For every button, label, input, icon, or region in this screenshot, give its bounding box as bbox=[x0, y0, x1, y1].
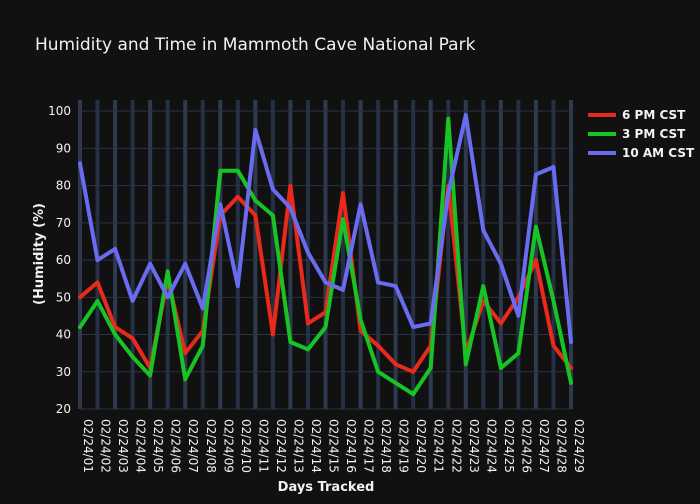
x-tick-label: 02/24/27 bbox=[537, 419, 551, 473]
y-tick-label: 60 bbox=[56, 253, 71, 267]
x-tick-labels: 02/24/01 02/24/02 02/24/03 02/24/04 02/24/05… bbox=[81, 419, 586, 473]
x-tick-label: 02/24/29 bbox=[572, 419, 586, 473]
legend-label-3pm: 3 PM CST bbox=[622, 127, 686, 141]
x-tick-label: 02/24/22 bbox=[449, 419, 463, 473]
x-tick-label: 02/24/20 bbox=[414, 419, 428, 473]
y-tick-label: 90 bbox=[56, 141, 71, 155]
x-tick-label: 02/24/16 bbox=[344, 419, 358, 473]
chart-title: Humidity and Time in Mammoth Cave Nation… bbox=[35, 35, 476, 55]
x-tick-label: 02/24/04 bbox=[134, 419, 148, 473]
x-tick-label: 02/24/18 bbox=[379, 419, 393, 473]
x-tick-label: 02/24/17 bbox=[362, 419, 376, 473]
legend-label-10am: 10 AM CST bbox=[622, 146, 695, 160]
x-tick-label: 02/24/25 bbox=[502, 419, 516, 473]
legend[interactable]: 6 PM CST 3 PM CST 10 AM CST bbox=[588, 108, 695, 160]
y-tick-label: 100 bbox=[48, 104, 71, 118]
x-tick-label: 02/24/23 bbox=[467, 419, 481, 473]
series-line-1[interactable] bbox=[78, 116, 573, 397]
x-tick-label: 02/24/07 bbox=[186, 419, 200, 473]
x-tick-label: 02/24/11 bbox=[256, 419, 270, 473]
x-tick-label: 02/24/03 bbox=[116, 419, 130, 473]
y-gridlines bbox=[80, 110, 571, 410]
x-tick-label: 02/24/28 bbox=[554, 419, 568, 473]
legend-item-6pm[interactable]: 6 PM CST bbox=[588, 108, 686, 122]
y-tick-label: 70 bbox=[56, 216, 71, 230]
y-axis-label: (Humidity (%) bbox=[32, 203, 47, 305]
x-axis-label: Days Tracked bbox=[278, 480, 375, 495]
x-tick-label: 02/24/26 bbox=[519, 419, 533, 473]
x-tick-label: 02/24/12 bbox=[274, 419, 288, 473]
x-tick-label: 02/24/10 bbox=[239, 419, 253, 473]
legend-label-6pm: 6 PM CST bbox=[622, 108, 686, 122]
series-lines bbox=[78, 112, 573, 397]
y-tick-label: 40 bbox=[56, 328, 71, 342]
legend-item-10am[interactable]: 10 AM CST bbox=[588, 146, 695, 160]
y-tick-labels: 20 30 40 50 60 70 80 90 100 bbox=[48, 104, 71, 416]
y-tick-label: 30 bbox=[56, 365, 71, 379]
x-tick-label: 02/24/14 bbox=[309, 419, 323, 473]
x-tick-label: 02/24/02 bbox=[99, 419, 113, 473]
y-tick-label: 20 bbox=[56, 402, 71, 416]
y-tick-label: 80 bbox=[56, 179, 71, 193]
x-tick-label: 02/24/15 bbox=[327, 419, 341, 473]
x-tick-label: 02/24/21 bbox=[432, 419, 446, 473]
x-tick-label: 02/24/13 bbox=[291, 419, 305, 473]
y-tick-label: 50 bbox=[56, 290, 71, 304]
x-tick-label: 02/24/08 bbox=[204, 419, 218, 473]
x-tick-label: 02/24/05 bbox=[151, 419, 165, 473]
x-tick-label: 02/24/24 bbox=[484, 419, 498, 473]
x-tick-label: 02/24/09 bbox=[221, 419, 235, 473]
x-tick-label: 02/24/19 bbox=[397, 419, 411, 473]
legend-item-3pm[interactable]: 3 PM CST bbox=[588, 127, 686, 141]
x-tick-label: 02/24/06 bbox=[169, 419, 183, 473]
series-line-2[interactable] bbox=[78, 112, 573, 344]
x-tick-label: 02/24/01 bbox=[81, 419, 95, 473]
